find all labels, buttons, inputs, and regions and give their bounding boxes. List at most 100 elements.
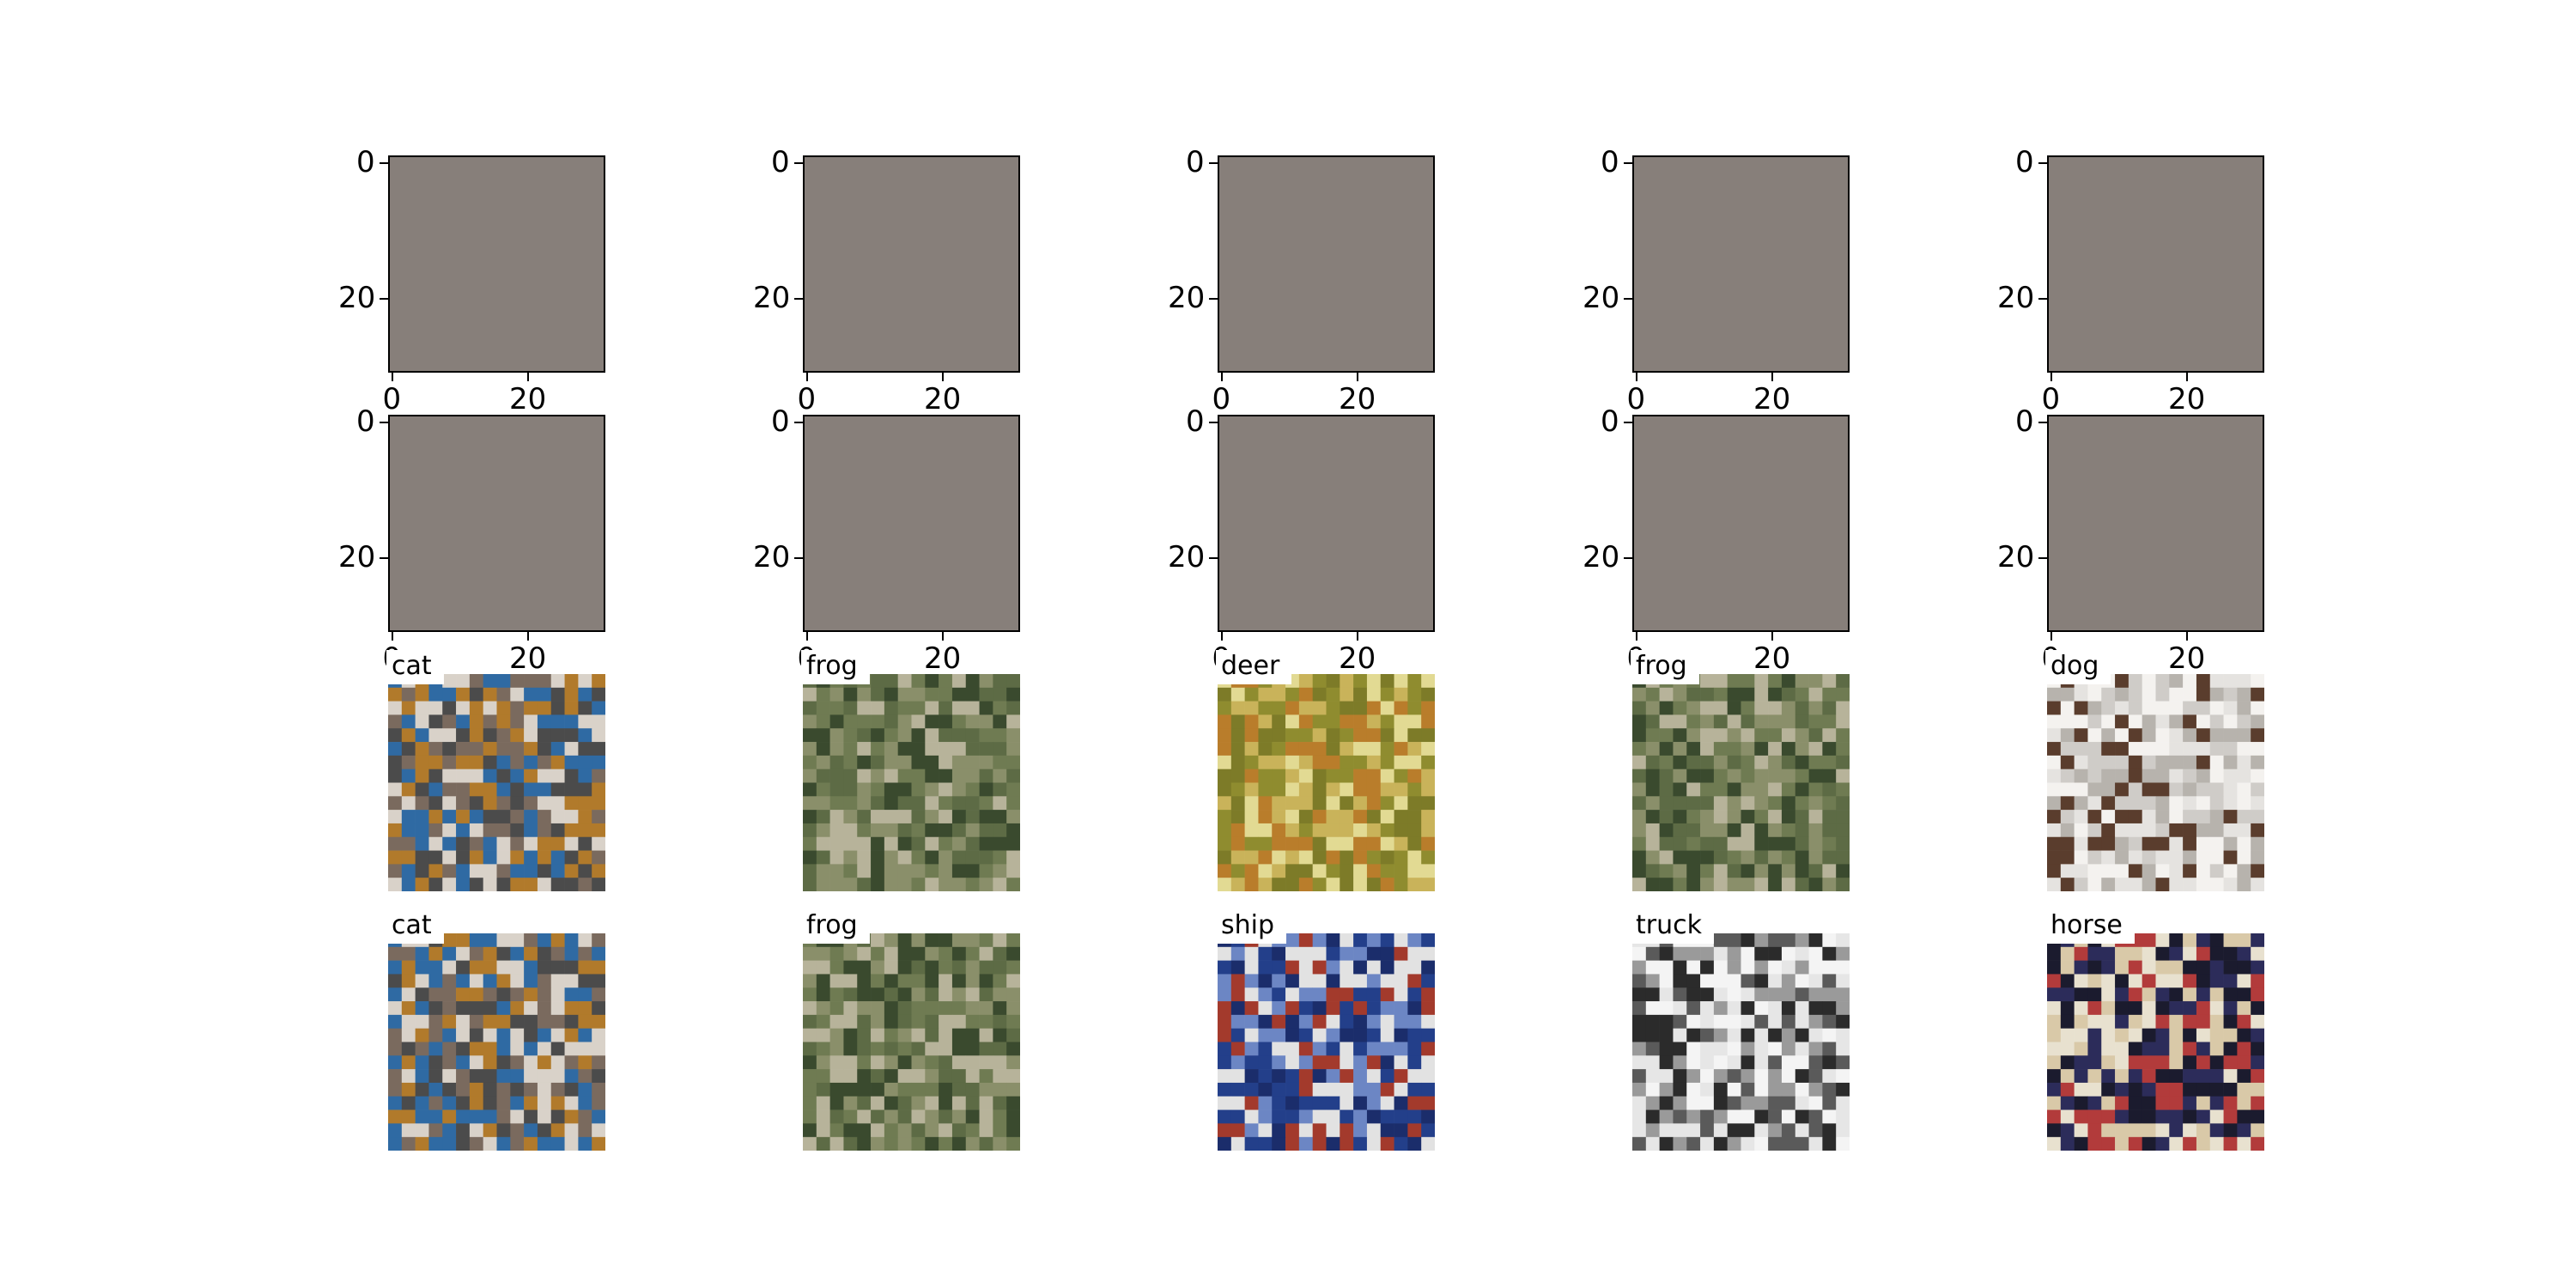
empty-image-panel	[803, 155, 1020, 373]
x-tick-mark	[527, 632, 529, 641]
empty-image-panel	[1218, 415, 1435, 632]
y-tick-label: 0	[2015, 145, 2034, 179]
y-tick-label: 20	[753, 281, 791, 315]
y-tick-mark	[2038, 557, 2047, 559]
image-class-label: frog	[801, 650, 870, 684]
horse-image	[2047, 933, 2264, 1151]
cat-image	[388, 933, 605, 1151]
image-thumbnail-dog	[2047, 674, 2264, 891]
x-tick-mark	[392, 373, 393, 381]
x-tick-mark	[2186, 373, 2188, 381]
y-tick-mark	[380, 557, 388, 559]
empty-image-panel	[1632, 415, 1850, 632]
ship-image	[1218, 933, 1435, 1151]
x-tick-mark	[1771, 632, 1773, 641]
y-tick-label: 20	[1997, 540, 2035, 574]
cat-image	[388, 674, 605, 891]
image-class-label: horse	[2045, 909, 2135, 944]
x-tick-label: 0	[2041, 382, 2061, 416]
y-tick-label: 0	[771, 404, 790, 439]
x-tick-mark	[527, 373, 529, 381]
y-tick-mark	[380, 162, 388, 164]
x-tick-mark	[2050, 632, 2052, 641]
image-class-label: dog	[2045, 650, 2111, 684]
empty-image-panel	[388, 155, 605, 373]
y-tick-mark	[1624, 162, 1632, 164]
y-tick-mark	[1209, 422, 1218, 423]
image-class-label: truck	[1631, 909, 1714, 944]
y-tick-label: 20	[1583, 281, 1620, 315]
x-tick-mark	[1357, 632, 1358, 641]
y-tick-mark	[380, 298, 388, 300]
image-class-label: cat	[386, 650, 444, 684]
y-tick-label: 0	[1601, 404, 1619, 439]
image-class-label: deer	[1216, 650, 1292, 684]
x-tick-mark	[942, 373, 944, 381]
x-tick-label: 0	[382, 382, 402, 416]
y-tick-mark	[794, 557, 803, 559]
y-tick-label: 20	[1168, 540, 1206, 574]
x-tick-mark	[1636, 632, 1637, 641]
y-tick-mark	[1624, 557, 1632, 559]
y-tick-mark	[794, 422, 803, 423]
dog-image	[2047, 674, 2264, 891]
y-tick-mark	[1209, 162, 1218, 164]
x-tick-label: 20	[1753, 382, 1791, 416]
image-class-label: ship	[1216, 909, 1287, 944]
image-thumbnail-deer	[1218, 674, 1435, 891]
truck-image	[1632, 933, 1850, 1151]
y-tick-label: 20	[1583, 540, 1620, 574]
x-tick-label: 20	[924, 641, 962, 676]
image-class-label: cat	[386, 909, 444, 944]
deer-image	[1218, 674, 1435, 891]
y-tick-label: 0	[1186, 404, 1205, 439]
x-tick-mark	[2186, 632, 2188, 641]
y-tick-label: 0	[1601, 145, 1619, 179]
y-tick-label: 0	[1186, 145, 1205, 179]
image-thumbnail-horse	[2047, 933, 2264, 1151]
y-tick-label: 20	[338, 540, 376, 574]
y-tick-mark	[1624, 422, 1632, 423]
y-tick-label: 0	[356, 404, 375, 439]
y-tick-label: 0	[356, 145, 375, 179]
x-tick-label: 20	[1339, 641, 1376, 676]
x-tick-label: 0	[1626, 382, 1646, 416]
image-thumbnail-frog	[803, 933, 1020, 1151]
x-tick-label: 20	[509, 382, 547, 416]
x-tick-mark	[806, 632, 808, 641]
x-tick-label: 20	[1753, 641, 1791, 676]
x-tick-mark	[1357, 373, 1358, 381]
empty-image-panel	[803, 415, 1020, 632]
x-tick-label: 0	[797, 382, 817, 416]
x-tick-mark	[942, 632, 944, 641]
empty-image-panel	[1632, 155, 1850, 373]
x-tick-label: 20	[2168, 382, 2206, 416]
y-tick-label: 0	[771, 145, 790, 179]
image-thumbnail-cat	[388, 933, 605, 1151]
x-tick-mark	[2050, 373, 2052, 381]
y-tick-mark	[2038, 162, 2047, 164]
y-tick-mark	[794, 298, 803, 300]
y-tick-label: 20	[1997, 281, 2035, 315]
y-tick-label: 20	[1168, 281, 1206, 315]
image-thumbnail-cat	[388, 674, 605, 891]
image-thumbnail-frog	[803, 674, 1020, 891]
x-tick-label: 20	[924, 382, 962, 416]
x-tick-label: 20	[509, 641, 547, 676]
y-tick-label: 0	[2015, 404, 2034, 439]
y-tick-label: 20	[753, 540, 791, 574]
frog-image	[1632, 674, 1850, 891]
y-tick-mark	[2038, 422, 2047, 423]
x-tick-mark	[392, 632, 393, 641]
y-tick-mark	[380, 422, 388, 423]
x-tick-mark	[1221, 373, 1223, 381]
x-tick-label: 20	[1339, 382, 1376, 416]
y-tick-mark	[794, 162, 803, 164]
y-tick-mark	[1209, 298, 1218, 300]
frog-image	[803, 674, 1020, 891]
y-tick-mark	[1624, 298, 1632, 300]
image-class-label: frog	[1631, 650, 1699, 684]
empty-image-panel	[1218, 155, 1435, 373]
empty-image-panel	[2047, 415, 2264, 632]
